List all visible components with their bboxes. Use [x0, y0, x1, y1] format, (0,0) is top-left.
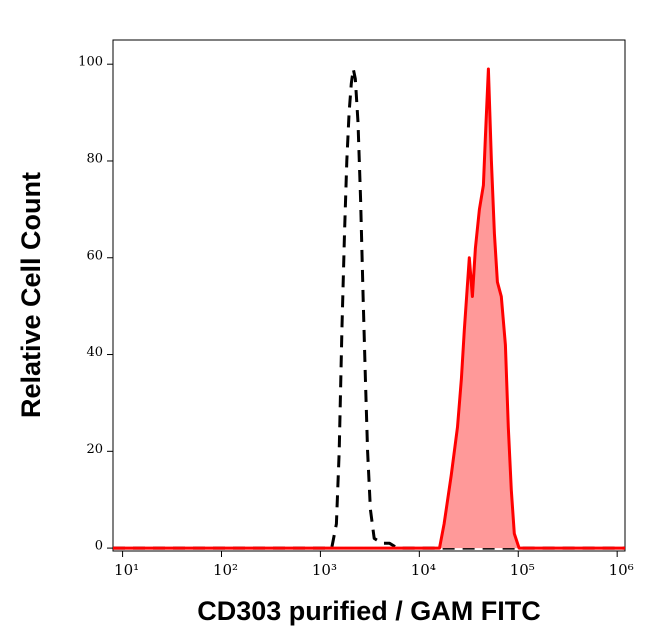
series-area [113, 69, 625, 549]
y-tick-label: 40 [86, 345, 103, 360]
y-axis-title: Relative Cell Count [16, 172, 46, 418]
y-tick-label: 80 [86, 151, 103, 166]
y-tick-label: 20 [86, 442, 103, 457]
x-tick-label: 10³ [312, 561, 337, 579]
y-tick-label: 60 [86, 248, 103, 263]
x-tick-label: 10⁶ [609, 561, 634, 579]
x-tick-label: 10² [213, 561, 238, 579]
y-tick-label: 0 [95, 539, 103, 554]
plot-frame [112, 39, 626, 552]
y-tick-label: 100 [78, 55, 103, 70]
series-line [113, 67, 625, 550]
series-line [113, 67, 625, 550]
x-tick-label: 10⁵ [510, 561, 535, 579]
x-axis-title: CD303 purified / GAM FITC [197, 596, 541, 626]
x-tick-label: 10⁴ [411, 561, 436, 579]
x-tick-label: 10¹ [114, 561, 139, 579]
